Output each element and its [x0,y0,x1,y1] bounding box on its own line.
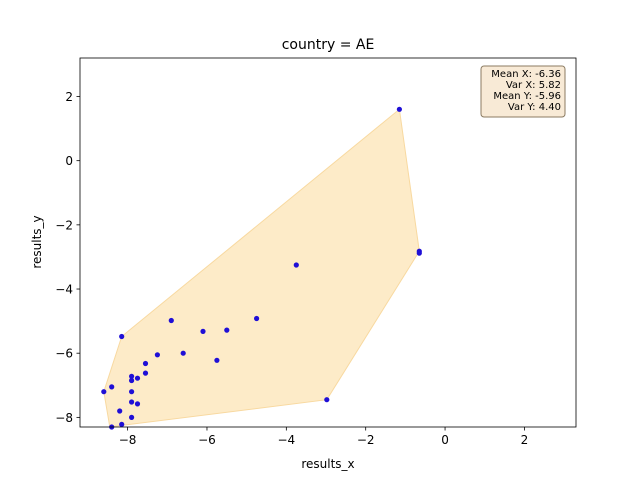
data-point-5 [254,315,260,322]
data-point-24 [129,414,135,420]
y-tick-label-4: −6 [55,347,73,361]
data-point-13 [142,370,149,376]
convex-hull [103,108,420,428]
y-axis-label: results_y [30,215,44,268]
data-point-0 [396,106,402,112]
data-point-12 [142,360,149,367]
y-tick-label-3: −4 [55,283,73,297]
x-axis-label: results_x [301,457,354,471]
data-point-9 [180,350,186,356]
data-point-23 [117,408,123,414]
data-point-10 [214,357,220,363]
data-point-17 [119,333,125,340]
y-tick-label-0: 2 [65,90,73,104]
x-tick-label-1: −6 [198,433,216,447]
data-point-3 [293,262,299,268]
data-point-4 [324,397,330,403]
data-point-14 [134,375,141,381]
data-point-20 [109,384,115,390]
stats-mean-x: Mean X: -6.36 [491,69,561,80]
data-point-21 [129,399,135,405]
y-tick-label-2: −2 [55,218,73,232]
data-point-8 [168,317,174,324]
data-point-22 [134,401,141,407]
data-point-25 [119,421,125,427]
stats-var-x: Var X: 5.82 [506,80,561,91]
data-point-6 [224,327,230,333]
stats-box: Mean X: -6.36 Var X: 5.82 Mean Y: -5.96 … [480,65,566,118]
stats-var-y: Var Y: 4.40 [508,102,561,113]
stats-mean-y: Mean Y: -5.96 [493,91,561,102]
data-point-18 [129,389,135,395]
y-tick-label-1: 0 [65,154,73,168]
chart-title: country = AE [282,37,375,53]
data-point-2 [416,250,422,256]
x-tick-label-4: 0 [441,433,449,447]
data-point-11 [154,352,160,358]
stats-box-background [480,65,566,118]
data-point-7 [200,328,206,334]
data-point-19 [101,389,107,395]
y-tick-label-5: −8 [55,411,73,425]
plot-area [79,57,577,430]
x-tick-label-2: −4 [277,433,295,447]
data-point-16 [129,377,135,384]
x-axis-ticks: −8 −6 −4 −2 0 2 [119,427,528,447]
y-axis-ticks: 2 0 −2 −4 −6 −8 [55,90,80,425]
data-points [101,106,422,430]
data-point-15 [129,373,135,379]
plot-frame [79,57,577,428]
x-tick-label-0: −8 [119,433,137,447]
x-tick-label-5: 2 [521,433,529,447]
x-tick-label-3: −2 [357,433,375,447]
